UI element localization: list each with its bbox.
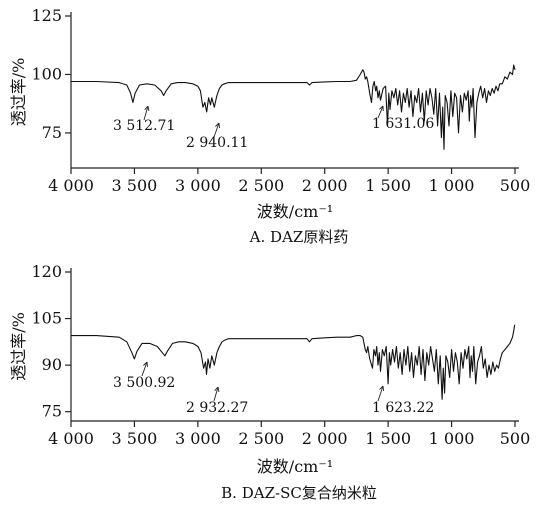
chart-panel-b: 75 90 105 120 4 000 3 500 3 000 2 500 2 000 1 500… xyxy=(9,262,530,502)
peak-annotation-arrowhead xyxy=(379,105,384,112)
peak-annotation-label: 1 631.06 xyxy=(372,116,434,132)
peak-annotation-arrow xyxy=(213,386,219,402)
chart-panel-a: 75 100 125 4 000 3 500 3 000 2 500 2 000 1 500 1 … xyxy=(9,6,530,246)
x-tick-label: 1 500 xyxy=(365,176,411,195)
spectrum-line xyxy=(71,64,516,150)
x-tick-label: 3 000 xyxy=(175,176,221,195)
x-tick-label: 2 000 xyxy=(302,176,348,195)
y-tick-label: 125 xyxy=(31,6,62,25)
x-axis-label: 波数/cm⁻¹ xyxy=(257,202,333,221)
x-tick-label: 2 500 xyxy=(238,176,284,195)
peak-annotation-label: 2 932.27 xyxy=(186,400,248,416)
x-tick-label: 3 500 xyxy=(112,176,158,195)
x-tick-label: 4 000 xyxy=(48,176,94,195)
x-tick-label: 1 000 xyxy=(429,429,475,448)
panel-caption: A. DAZ原料药 xyxy=(249,228,349,246)
y-tick-label: 90 xyxy=(42,355,62,374)
x-tick-label: 500 xyxy=(500,429,531,448)
y-axis-label: 透过率/% xyxy=(9,58,28,127)
spectrum-line xyxy=(71,324,516,400)
x-tick-label: 2 000 xyxy=(302,429,348,448)
y-tick-label: 120 xyxy=(31,262,62,281)
peak-annotation-arrow xyxy=(141,361,148,377)
peak-annotation-label: 2 940.11 xyxy=(186,135,248,151)
x-tick-label: 500 xyxy=(500,176,531,195)
x-tick-label: 4 000 xyxy=(48,429,94,448)
y-tick-label: 105 xyxy=(31,309,62,328)
y-tick-label: 100 xyxy=(31,64,62,83)
y-axis-label: 透过率/% xyxy=(9,312,28,381)
peak-annotation-label: 1 623.22 xyxy=(372,400,434,416)
peak-annotation-label: 3 500.92 xyxy=(113,375,175,391)
x-tick-label: 3 000 xyxy=(175,429,221,448)
peak-annotation-arrowhead xyxy=(379,385,385,392)
peak-annotation-arrowhead xyxy=(215,122,220,129)
x-tick-label: 2 500 xyxy=(238,429,284,448)
peak-annotation-label: 3 512.71 xyxy=(113,118,175,134)
peak-annotation-arrowhead xyxy=(144,105,150,111)
panel-caption: B. DAZ-SC复合纳米粒 xyxy=(221,484,377,502)
peak-annotation-arrow xyxy=(213,122,220,138)
x-tick-label: 3 500 xyxy=(112,429,158,448)
peak-annotation-arrow xyxy=(143,105,149,121)
x-tick-label: 1 500 xyxy=(365,429,411,448)
x-axis-label: 波数/cm⁻¹ xyxy=(257,457,333,476)
peak-annotation-arrowhead xyxy=(214,386,220,392)
x-tick-label: 1 000 xyxy=(429,176,475,195)
peak-annotation-arrow xyxy=(377,105,384,119)
y-tick-label: 75 xyxy=(42,402,62,421)
y-tick-label: 75 xyxy=(42,123,62,142)
peak-annotation-arrowhead xyxy=(143,361,148,368)
peak-annotation-arrow xyxy=(377,385,384,402)
